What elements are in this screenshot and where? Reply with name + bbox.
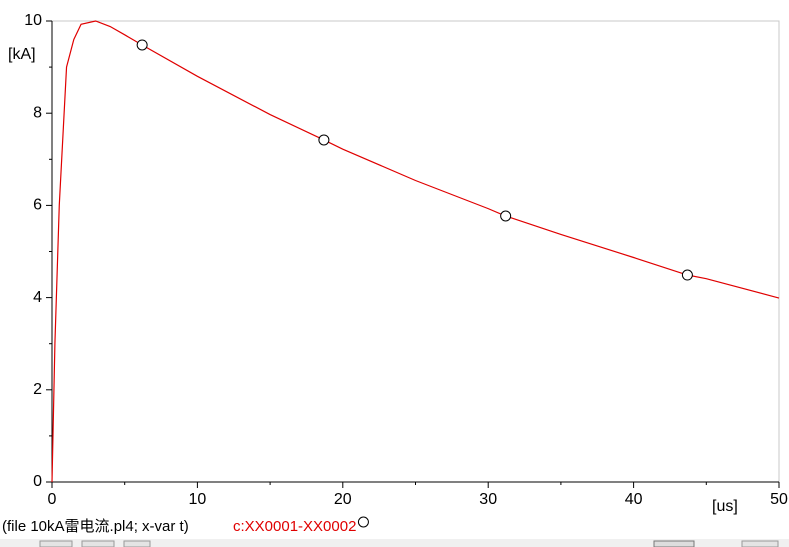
x-tick-label: 40 xyxy=(625,491,643,508)
toolbar xyxy=(0,539,789,547)
x-axis-label: [us] xyxy=(712,498,738,515)
x-tick-label: 30 xyxy=(479,491,497,508)
data-marker xyxy=(500,210,512,222)
y-tick-label: 0 xyxy=(33,473,42,490)
x-tick-label: 0 xyxy=(48,491,57,508)
data-marker xyxy=(318,134,330,146)
caption: (file 10kA雷电流.pl4; x-var t) xyxy=(2,518,189,535)
legend-marker xyxy=(357,516,369,528)
legend-label: c:XX0001-XX0002 xyxy=(233,518,356,535)
y-tick-label: 2 xyxy=(33,381,42,398)
plot-frame xyxy=(51,20,780,483)
y-tick-label: 10 xyxy=(24,12,42,29)
series-line xyxy=(51,20,780,483)
x-tick-label: 50 xyxy=(770,491,788,508)
data-marker xyxy=(136,39,148,51)
y-tick-label: 4 xyxy=(33,289,42,306)
y-tick-label: 8 xyxy=(33,104,42,121)
data-marker xyxy=(681,269,693,281)
y-tick-label: 6 xyxy=(33,197,42,214)
x-tick-label: 10 xyxy=(189,491,207,508)
x-tick-label: 20 xyxy=(334,491,352,508)
y-axis-label: [kA] xyxy=(8,46,36,63)
